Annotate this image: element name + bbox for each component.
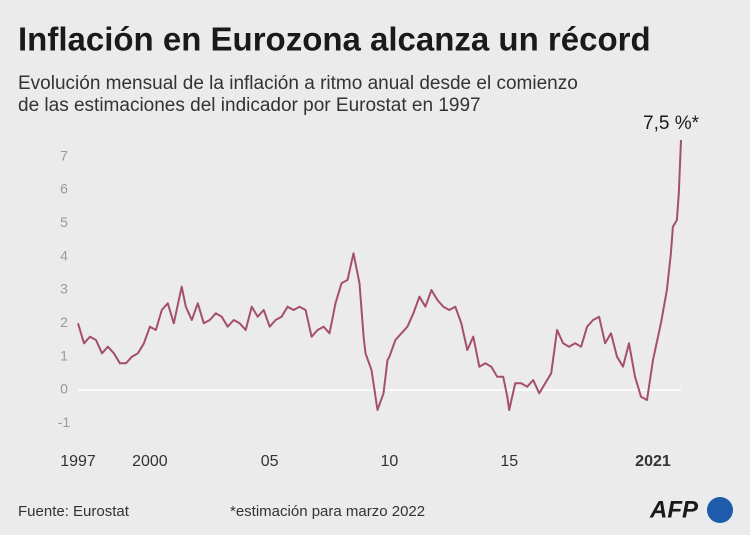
note: *estimación para marzo 2022	[230, 503, 425, 520]
x-tick-label: 1997	[60, 453, 96, 470]
y-tick-label: 1	[60, 347, 68, 363]
subtitle: Evolución mensual de la inflación a ritm…	[18, 73, 578, 94]
source: Fuente: Eurostat	[18, 503, 130, 520]
y-tick-label: 4	[60, 247, 68, 263]
x-tick-label: 10	[381, 453, 399, 470]
y-tick-label: 3	[60, 281, 68, 297]
logo-dot	[707, 497, 733, 523]
logo: AFP	[649, 496, 699, 523]
x-tick-label: 2000	[132, 453, 168, 470]
y-tick-label: 6	[60, 181, 68, 197]
y-tick-label: 2	[60, 314, 68, 330]
x-tick-label: 2021	[635, 453, 671, 470]
series-line	[77, 139, 682, 411]
x-tick-label: 15	[500, 453, 518, 470]
chart-title: Inflación en Eurozona alcanza un récord	[18, 21, 651, 58]
y-tick-label: 5	[60, 214, 68, 230]
y-tick-label: 7	[60, 147, 68, 163]
y-tick-label: 0	[60, 381, 68, 397]
subtitle: de las estimaciones del indicador por Eu…	[18, 95, 481, 116]
y-tick-label: -1	[58, 414, 71, 430]
x-tick-label: 05	[261, 453, 279, 470]
annotation: 7,5 %*	[643, 113, 700, 134]
